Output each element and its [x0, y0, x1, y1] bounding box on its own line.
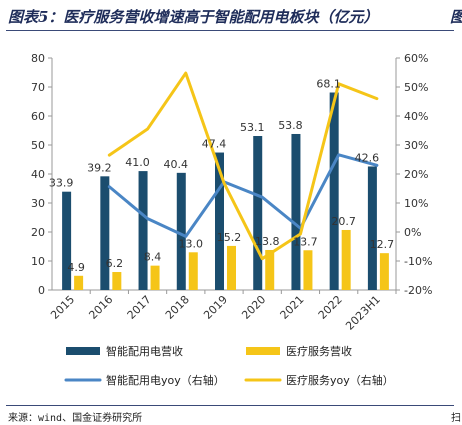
series-line — [107, 71, 379, 261]
data-label: 47.4 — [202, 138, 227, 151]
legend-swatch — [66, 347, 100, 355]
x-tick-label: 2016 — [86, 293, 115, 322]
data-label: 42.6 — [355, 151, 380, 164]
right-tick-label: -10% — [404, 255, 432, 268]
left-tick-label: 80 — [31, 52, 45, 65]
series-line — [107, 153, 379, 238]
bar — [379, 253, 389, 290]
data-label: 41.0 — [125, 156, 150, 169]
source-note: 来源：wind、国金证券研究所 — [8, 413, 143, 424]
x-tick-label: 2023H1 — [343, 293, 383, 333]
data-label: 40.4 — [164, 158, 189, 171]
legend-label: 医疗服务营收 — [286, 344, 352, 358]
right-tick-label: -20% — [404, 284, 432, 297]
bar — [100, 176, 110, 290]
left-tick-label: 40 — [31, 168, 45, 181]
data-label: 13.8 — [255, 235, 280, 248]
bar — [112, 272, 122, 290]
header-corner-mark: 图 — [450, 6, 462, 27]
data-label: 33.9 — [49, 177, 74, 190]
bar — [62, 191, 72, 290]
source-divider — [6, 405, 454, 406]
right-tick-label: 0% — [404, 226, 421, 239]
left-tick-label: 20 — [31, 226, 45, 239]
right-tick-label: 60% — [404, 52, 428, 65]
data-label: 4.9 — [67, 261, 85, 274]
legend-swatch — [246, 347, 280, 355]
left-tick-label: 60 — [31, 110, 45, 123]
bar — [227, 245, 236, 290]
bar — [303, 250, 313, 290]
data-label: 8.4 — [144, 251, 162, 264]
x-tick-label: 2018 — [163, 293, 192, 322]
bar — [176, 172, 186, 290]
legend-label: 智能配用电营收 — [106, 344, 183, 358]
bar — [367, 166, 377, 290]
title-divider — [6, 30, 454, 31]
x-tick-label: 2017 — [125, 293, 154, 322]
bar — [329, 92, 339, 290]
left-tick-label: 10 — [31, 255, 45, 268]
x-tick-label: 2020 — [239, 293, 268, 322]
data-labels-layer: 33.9 39.2 41.0 40.4 47.4 53.1 53.8 68.1 42.6 4.9 6… — [49, 78, 394, 274]
x-tick-label: 2015 — [48, 293, 77, 322]
data-label: 68.1 — [316, 78, 341, 91]
axes-layer: 0 10 20 30 40 50 60 70 80 -20% -10% 0% 10% 20% 30% 40% 5… — [31, 52, 432, 333]
legend-label: 智能配用电yoy（右轴） — [106, 373, 225, 387]
bar — [291, 133, 301, 290]
chart-title: 图表5：医疗服务营收增速高于智能配用电板块（亿元） — [8, 8, 379, 26]
right-tick-label: 10% — [404, 197, 428, 210]
bar — [253, 136, 263, 290]
data-label: 39.2 — [87, 161, 112, 174]
bars-layer — [62, 92, 389, 290]
data-label: 53.8 — [278, 119, 303, 132]
bar — [188, 252, 198, 290]
bar — [138, 171, 148, 290]
data-label: 13.7 — [293, 235, 318, 248]
data-label: 53.1 — [240, 121, 265, 134]
data-label: 15.2 — [217, 231, 242, 244]
footer-corner-mark: 扫 — [451, 413, 461, 424]
data-label: 20.7 — [331, 215, 356, 228]
x-tick-label: 2021 — [278, 293, 307, 322]
left-tick-label: 0 — [38, 284, 45, 297]
right-tick-label: 50% — [404, 81, 428, 94]
x-tick-label: 2022 — [316, 293, 345, 322]
left-tick-label: 50 — [31, 139, 45, 152]
right-tick-label: 30% — [404, 139, 428, 152]
data-label: 13.0 — [179, 237, 204, 250]
right-tick-label: 40% — [404, 110, 428, 123]
bar — [215, 152, 224, 290]
data-label: 12.7 — [370, 238, 395, 251]
lines-layer — [107, 71, 379, 261]
left-tick-label: 30 — [31, 197, 45, 210]
data-label: 6.2 — [106, 257, 124, 270]
x-tick-label: 2019 — [201, 293, 230, 322]
bar — [341, 229, 351, 290]
right-tick-label: 20% — [404, 168, 428, 181]
bar — [150, 265, 160, 290]
bar — [265, 249, 275, 290]
legend-label: 医疗服务yoy（右轴） — [286, 373, 394, 387]
bar — [74, 275, 84, 290]
left-tick-label: 70 — [31, 81, 45, 94]
chart: 0 10 20 30 40 50 60 70 80 -20% -10% 0% 10% 20% 30% 40% 5… — [31, 52, 432, 387]
